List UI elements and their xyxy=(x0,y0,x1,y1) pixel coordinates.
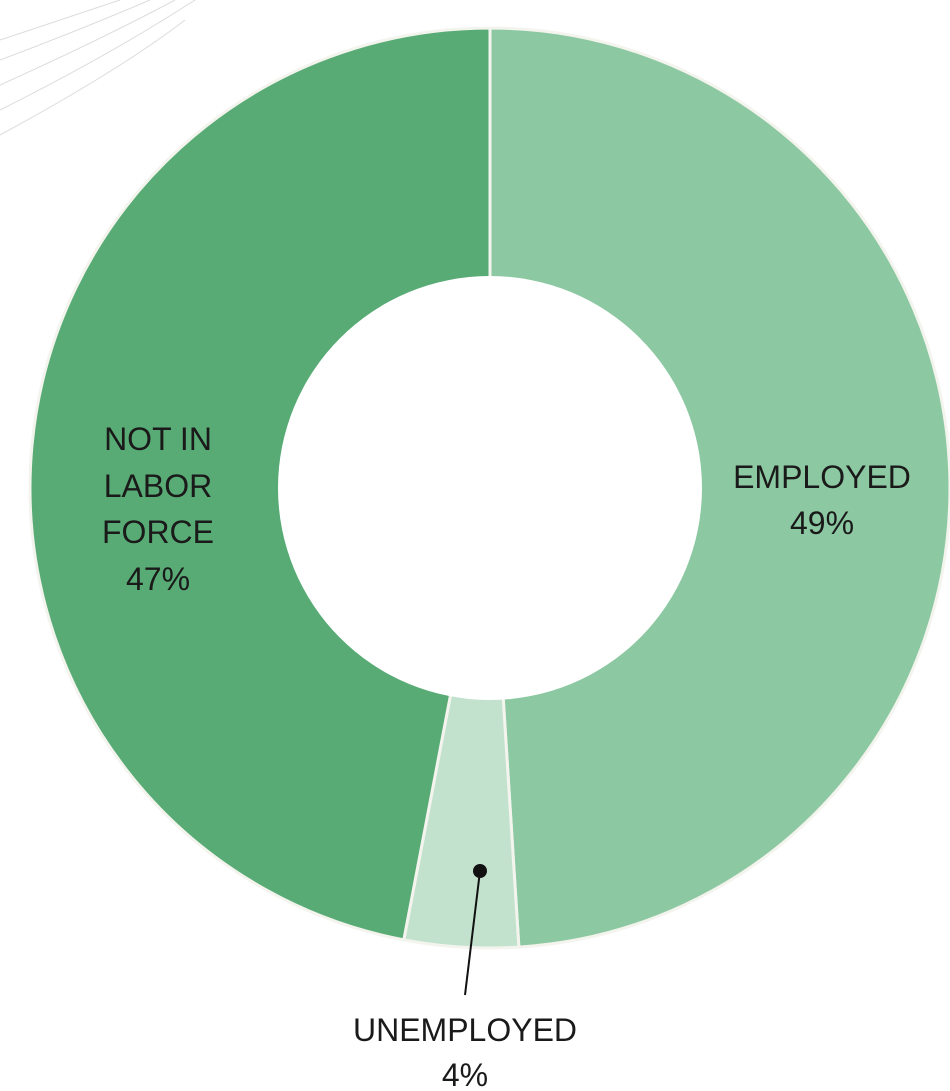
donut-hole xyxy=(278,276,702,700)
not-in-labor-force-label-line-3: FORCE xyxy=(102,514,214,550)
background-contour-lines xyxy=(0,0,196,136)
not-in-labor-force-label-line-1: NOT IN xyxy=(104,421,212,457)
unemployed-label: UNEMPLOYED xyxy=(353,1012,577,1048)
unemployed-callout-line xyxy=(464,870,481,996)
slice-not-in-labor-force xyxy=(28,26,492,942)
unemployed-value: 4% xyxy=(442,1057,488,1091)
employed-label: EMPLOYED xyxy=(733,459,911,495)
not-in-labor-force-label-line-2: LABOR xyxy=(104,468,212,504)
unemployed-callout-dot xyxy=(473,864,487,878)
employed-value: 49% xyxy=(790,505,854,541)
not-in-labor-force-value: 47% xyxy=(126,561,190,597)
slices-group xyxy=(28,26,950,950)
